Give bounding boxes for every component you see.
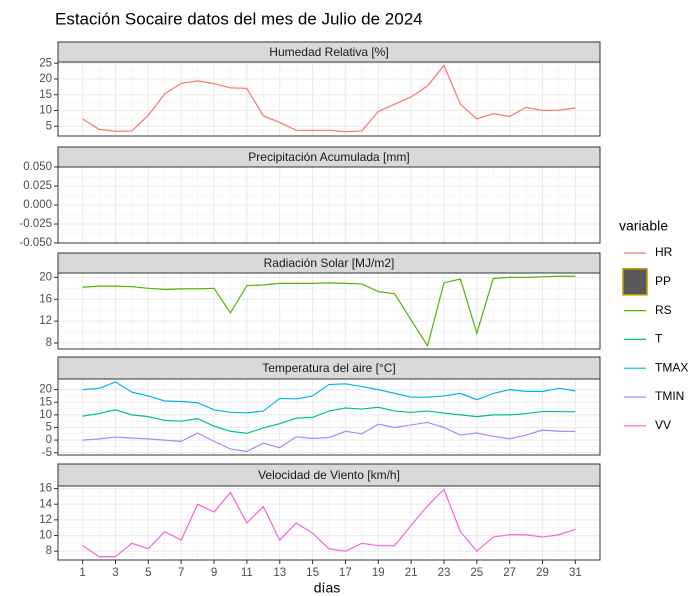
legend-label: VV <box>655 418 671 432</box>
y-tick-label: 15 <box>39 89 52 101</box>
strip <box>57 463 601 487</box>
x-tick-label: 31 <box>569 567 582 579</box>
strip-text: Precipitación Acumulada [mm] <box>248 150 409 164</box>
x-tick-label: 15 <box>306 567 319 579</box>
y-tick-label: 20 <box>39 384 52 396</box>
y-tick-label: -0.025 <box>19 218 52 230</box>
legend-label: PP <box>655 274 671 288</box>
y-tick-label: 0.050 <box>23 161 52 173</box>
y-tick-label: 16 <box>39 293 52 305</box>
x-axis-title: días <box>314 580 340 596</box>
x-tick-label: 27 <box>503 567 516 579</box>
legend-label: T <box>655 332 663 346</box>
line <box>82 488 576 558</box>
y-tick-label: 16 <box>39 483 52 495</box>
y-tick-label: 25 <box>39 57 52 69</box>
y-tick-label: 5 <box>46 422 52 434</box>
strip-text: Velocidad de Viento [km/h] <box>258 468 400 482</box>
legend-label: HR <box>655 245 673 259</box>
legend-label: TMIN <box>655 389 684 403</box>
legend-label: TMAX <box>655 360 688 374</box>
x-tick-label: 23 <box>438 567 451 579</box>
line <box>82 275 576 348</box>
y-tick-label: 10 <box>39 409 52 421</box>
y-tick-label: 0.025 <box>23 180 52 192</box>
y-tick-label: 10 <box>39 105 52 117</box>
y-tick-label: 12 <box>39 514 52 526</box>
y-tick-label: 15 <box>39 396 52 408</box>
x-tick-label: 13 <box>273 567 286 579</box>
strip <box>57 252 601 274</box>
x-tick-label: 21 <box>405 567 418 579</box>
x-tick-label: 17 <box>339 567 352 579</box>
y-tick-label: 10 <box>39 530 52 542</box>
y-tick-label: 0 <box>46 434 52 446</box>
line <box>82 381 576 414</box>
y-tick-label: -5 <box>42 447 52 459</box>
line <box>82 421 576 453</box>
y-tick-label: 5 <box>46 120 52 132</box>
legend-label: RS <box>655 303 672 317</box>
chart-title: Estación Socaire datos del mes de Julio … <box>55 9 423 28</box>
x-tick-label: 3 <box>112 567 118 579</box>
strip-text: Radiación Solar [MJ/m2] <box>264 256 395 270</box>
y-tick-label: 20 <box>39 73 52 85</box>
line <box>82 406 576 434</box>
x-tick-label: 5 <box>145 567 151 579</box>
strip <box>57 356 601 380</box>
y-tick-label: 8 <box>46 545 52 557</box>
x-tick-label: 11 <box>241 567 253 579</box>
x-tick-label: 25 <box>470 567 483 579</box>
y-tick-label: 0.000 <box>23 199 52 211</box>
x-tick-label: 9 <box>211 567 217 579</box>
x-tick-label: 7 <box>178 567 184 579</box>
strip <box>57 41 601 63</box>
strip-text: Temperatura del aire [°C] <box>262 361 396 375</box>
x-tick-label: 1 <box>79 567 85 579</box>
y-tick-label: 8 <box>46 337 52 349</box>
legend-key <box>622 268 648 296</box>
line <box>82 64 576 133</box>
y-tick-label: 14 <box>39 498 52 510</box>
y-tick-label: 20 <box>39 271 52 283</box>
y-tick-label: 12 <box>39 315 52 327</box>
strip-text: Humedad Relativa [%] <box>269 45 388 59</box>
legend-title: variable <box>619 218 668 234</box>
x-tick-label: 19 <box>372 567 385 579</box>
strip <box>57 146 601 168</box>
y-tick-label: -0.050 <box>19 237 52 249</box>
x-tick-label: 29 <box>536 567 549 579</box>
